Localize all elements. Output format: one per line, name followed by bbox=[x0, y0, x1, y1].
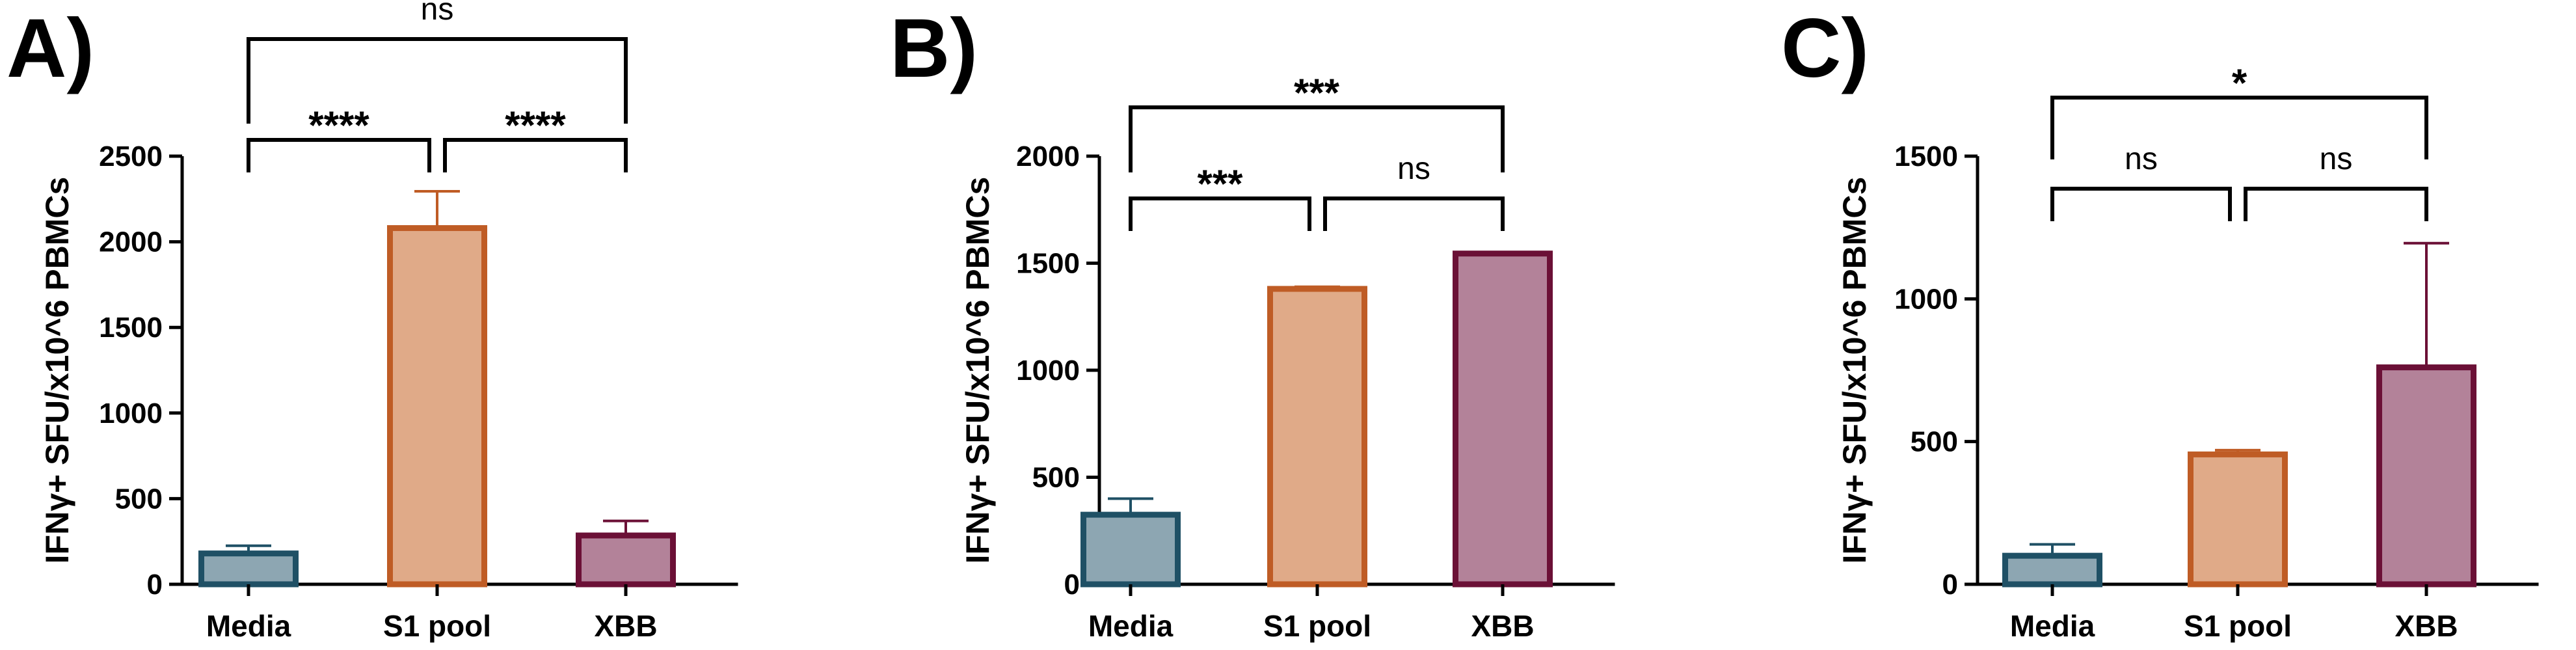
y-tick-label: 1000 bbox=[99, 398, 163, 429]
y-tick-label: 2500 bbox=[99, 141, 163, 172]
significance-label: **** bbox=[308, 103, 369, 147]
bar-media bbox=[198, 550, 299, 588]
significance-bracket bbox=[2244, 187, 2428, 221]
x-tick-label: S1 pool bbox=[2184, 609, 2292, 643]
y-tick-label: 500 bbox=[115, 483, 163, 515]
y-tick-label: 0 bbox=[1942, 569, 1958, 601]
x-tick-label: XBB bbox=[594, 609, 657, 643]
x-tick-label: Media bbox=[1088, 609, 1174, 643]
panel-label: B) bbox=[890, 2, 978, 95]
significance-label: ns bbox=[2320, 142, 2353, 176]
significance-label: *** bbox=[1197, 162, 1243, 206]
significance-label: ns bbox=[2125, 142, 2158, 176]
significance-bracket bbox=[443, 138, 628, 172]
y-tick-label: 500 bbox=[1911, 426, 1958, 458]
significance-label: **** bbox=[505, 103, 566, 147]
significance-label: ns bbox=[421, 0, 454, 27]
y-tick-label: 500 bbox=[1032, 462, 1080, 494]
significance-bracket bbox=[247, 138, 431, 172]
x-tick-label: XBB bbox=[1471, 609, 1534, 643]
x-tick-label: S1 pool bbox=[1263, 609, 1371, 643]
x-tick-label: S1 pool bbox=[383, 609, 491, 643]
significance-bracket bbox=[247, 37, 628, 124]
bar-s1-pool bbox=[1267, 286, 1367, 588]
bar-s1-pool bbox=[387, 225, 487, 588]
significance-bracket bbox=[1323, 196, 1505, 231]
significance-label: ns bbox=[1397, 152, 1430, 186]
panel-c: C) IFNγ+ SFU/x10^6 PBMCs 0 500 1000 1500 Media… bbox=[1781, 2, 2539, 643]
panel-label: C) bbox=[1781, 2, 1869, 95]
y-axis-label: IFNγ+ SFU/x10^6 PBMCs bbox=[959, 177, 996, 564]
y-tick-label: 1000 bbox=[1894, 283, 1958, 315]
y-tick-label: 2000 bbox=[99, 226, 163, 258]
y-tick-label: 1500 bbox=[1894, 141, 1958, 172]
y-tick-label: 0 bbox=[1064, 569, 1080, 601]
bar-s1-pool bbox=[2188, 451, 2288, 588]
bar-xbb bbox=[576, 532, 676, 588]
y-tick-label: 0 bbox=[147, 569, 163, 601]
panel-a: A) IFNγ+ SFU/x10^6 PBMCs 0 500 1000 1500 2000 2… bbox=[7, 0, 738, 643]
y-tick-label: 1500 bbox=[99, 312, 163, 344]
significance-bracket bbox=[2050, 96, 2428, 159]
y-axis-label: IFNγ+ SFU/x10^6 PBMCs bbox=[39, 177, 75, 564]
y-tick-label: 1500 bbox=[1016, 248, 1080, 280]
bar-xbb bbox=[1453, 251, 1553, 588]
y-axis-label: IFNγ+ SFU/x10^6 PBMCs bbox=[1836, 177, 1873, 564]
bar-xbb bbox=[2376, 364, 2476, 588]
significance-label: *** bbox=[1294, 71, 1340, 115]
x-tick-label: Media bbox=[2010, 609, 2095, 643]
y-tick-label: 2000 bbox=[1016, 141, 1080, 172]
significance-bracket bbox=[2050, 187, 2232, 221]
x-tick-label: Media bbox=[206, 609, 291, 643]
significance-label: * bbox=[2232, 61, 2247, 105]
significance-bracket bbox=[1129, 196, 1311, 231]
panel-label: A) bbox=[7, 2, 94, 95]
x-tick-label: XBB bbox=[2395, 609, 2458, 643]
bar-media bbox=[1080, 511, 1181, 588]
panel-b: B) IFNγ+ SFU/x10^6 PBMCs 0 500 1000 1500 2000 M… bbox=[890, 2, 1615, 643]
bar-media bbox=[2002, 552, 2102, 588]
significance-bracket bbox=[1129, 105, 1505, 172]
y-tick-label: 1000 bbox=[1016, 355, 1080, 386]
